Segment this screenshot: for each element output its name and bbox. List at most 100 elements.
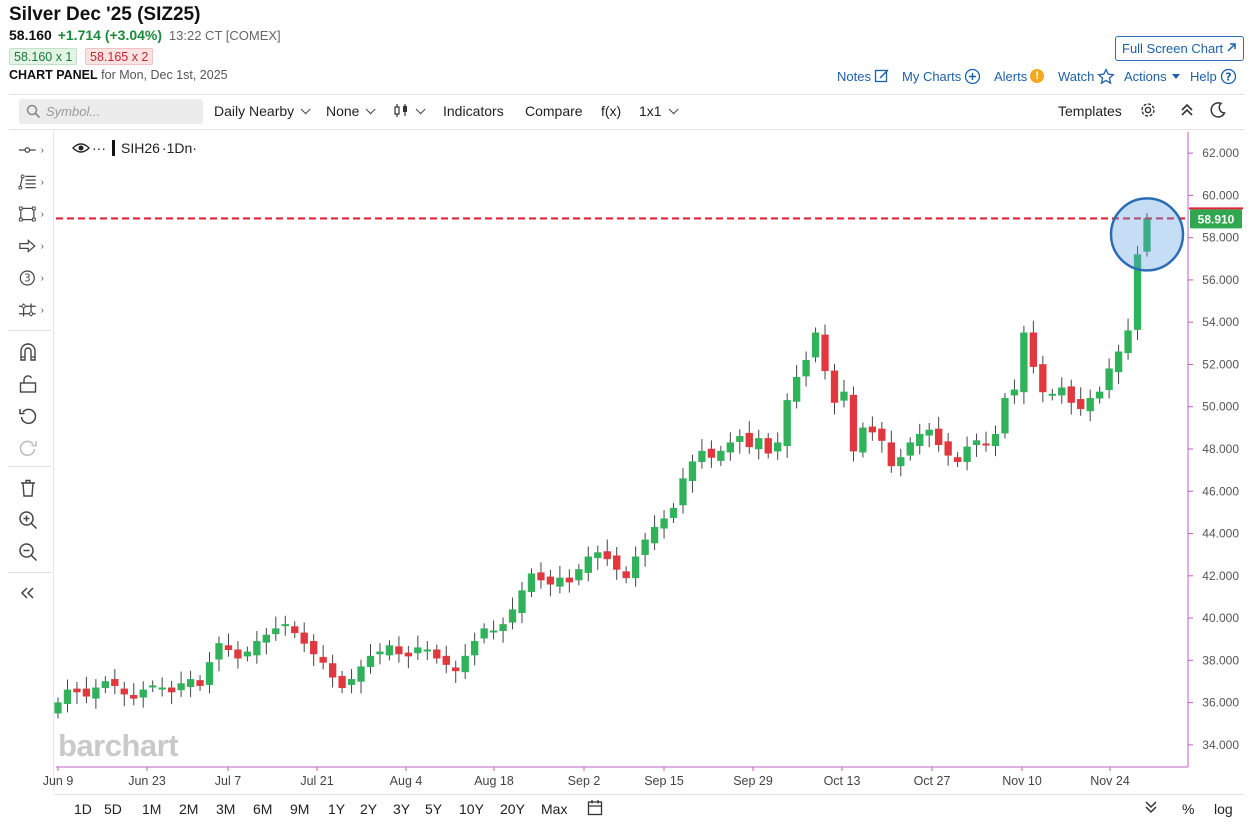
candle-body xyxy=(546,576,555,585)
quote-time: 13:22 CT [COMEX] xyxy=(168,28,281,43)
measure-tool-button[interactable]: › xyxy=(18,298,44,322)
percent-scale-toggle[interactable]: % xyxy=(1182,801,1195,817)
candle-body xyxy=(262,634,270,643)
range-1y-button[interactable]: 1Y xyxy=(328,801,346,817)
range-9m-button[interactable]: 9M xyxy=(290,801,310,817)
range-5y-button[interactable]: 5Y xyxy=(425,801,443,817)
zoom-out-button[interactable] xyxy=(18,540,44,564)
annotation-tool-button[interactable]: 3 › xyxy=(18,266,44,290)
svg-text:?: ? xyxy=(1225,70,1231,83)
range-5d-button[interactable]: 5D xyxy=(104,801,122,817)
chart-type-dropdown[interactable] xyxy=(393,103,426,119)
range-3y-button[interactable]: 3Y xyxy=(393,801,411,817)
star-icon xyxy=(1097,67,1116,85)
rectangle-tool-icon xyxy=(18,206,36,222)
candle-body xyxy=(423,649,431,652)
delete-button[interactable] xyxy=(18,476,44,500)
candle-body xyxy=(764,438,772,454)
chevron-right-icon: › xyxy=(40,144,44,156)
range-6m-button[interactable]: 6M xyxy=(253,801,273,817)
symbol-search[interactable]: Symbol... xyxy=(19,99,203,124)
candle-body xyxy=(622,571,630,579)
magnet-button[interactable] xyxy=(18,340,44,364)
range-1m-button[interactable]: 1M xyxy=(142,801,162,817)
drawing-tools-sidebar: › › › › 3 › › xyxy=(0,134,52,614)
candle-body xyxy=(575,569,583,581)
range-max-button[interactable]: Max xyxy=(541,801,568,817)
redo-button[interactable] xyxy=(18,436,44,460)
range-2m-button[interactable]: 2M xyxy=(179,801,199,817)
arrow-right-icon xyxy=(19,239,36,253)
candle-body xyxy=(366,655,375,667)
candle-body xyxy=(328,663,337,678)
lock-button[interactable] xyxy=(18,372,44,396)
y-tick-label: 46.000 xyxy=(1202,484,1239,498)
templates-button[interactable]: Templates xyxy=(1058,103,1122,119)
compare-button[interactable]: Compare xyxy=(525,103,583,119)
candle-body xyxy=(650,526,659,544)
candle-body xyxy=(868,426,877,433)
instrument-title: Silver Dec '25 (SIZ25) xyxy=(9,4,201,25)
last-price-label: 58.910 xyxy=(1198,212,1235,226)
undo-button[interactable] xyxy=(18,404,44,428)
layout-label: 1x1 xyxy=(639,103,662,119)
shape-tool-button[interactable]: › xyxy=(18,202,44,226)
arrow-tool-button[interactable]: › xyxy=(18,234,44,258)
price-change: +1.714 (+3.04%) xyxy=(57,27,163,43)
candle-body xyxy=(1039,364,1047,393)
watch-button[interactable]: Watch xyxy=(1058,66,1116,86)
collapse-sidebar-button[interactable] xyxy=(18,581,44,605)
range-10y-button[interactable]: 10Y xyxy=(459,801,484,817)
fx-button[interactable]: f(x) xyxy=(601,103,622,119)
y-tick-label: 42.000 xyxy=(1202,569,1239,583)
my-charts-button[interactable]: My Charts xyxy=(902,66,981,86)
candle-body xyxy=(395,646,403,655)
line-tool-button[interactable]: › xyxy=(18,138,44,162)
candle-body xyxy=(916,433,924,447)
candle-body xyxy=(821,334,829,372)
fibonacci-icon xyxy=(18,174,36,190)
quote-line: 58.160 +1.714 (+3.04%) 13:22 CT [COMEX] xyxy=(9,27,281,43)
full-screen-chart-button[interactable]: Full Screen Chart xyxy=(1115,36,1244,61)
legend-menu[interactable]: ··· xyxy=(92,140,106,156)
interval-label: Daily Nearby xyxy=(214,103,295,119)
candle-body xyxy=(471,641,479,656)
candle-body xyxy=(461,655,469,673)
x-tick-label: Aug 18 xyxy=(474,774,514,788)
range-3m-button[interactable]: 3M xyxy=(216,801,236,817)
interval-dropdown[interactable]: Daily Nearby xyxy=(214,103,311,119)
settings-button[interactable] xyxy=(1139,101,1157,119)
zoom-in-button[interactable] xyxy=(18,508,44,532)
panel-label: CHART PANEL xyxy=(9,68,98,82)
actions-menu[interactable]: Actions xyxy=(1124,66,1182,86)
range-bar: 1D 5D 1M 2M 3M 6M 9M 1Y 2Y 3Y 5Y 10Y 20Y Max % log xyxy=(54,796,1244,822)
y-tick-label: 50.000 xyxy=(1202,400,1239,414)
fibonacci-tool-button[interactable]: › xyxy=(18,170,44,194)
indicators-button[interactable]: Indicators xyxy=(443,103,504,119)
overlay-dropdown[interactable]: None xyxy=(326,103,377,119)
layout-dropdown[interactable]: 1x1 xyxy=(639,103,679,119)
alerts-button[interactable]: Alerts ! xyxy=(994,66,1045,86)
candle-body xyxy=(1020,332,1028,393)
candle-body xyxy=(688,461,697,481)
range-2y-button[interactable]: 2Y xyxy=(360,801,378,817)
collapse-toolbar-button[interactable] xyxy=(1179,101,1195,119)
date-range-button[interactable] xyxy=(587,799,603,819)
tools-divider xyxy=(8,466,52,467)
candle-body xyxy=(584,556,592,573)
edit-icon xyxy=(874,69,889,83)
chevron-right-icon: › xyxy=(40,240,44,252)
x-tick-label: Jun 9 xyxy=(43,774,74,788)
collapse-panel-button[interactable] xyxy=(1144,799,1158,818)
candle-body xyxy=(319,656,327,663)
dark-mode-toggle[interactable] xyxy=(1209,101,1227,119)
help-button[interactable]: Help ? xyxy=(1190,66,1237,86)
notes-button[interactable]: Notes xyxy=(837,66,890,86)
candle-body xyxy=(1086,398,1094,412)
range-1d-button[interactable]: 1D xyxy=(74,801,92,817)
eye-icon[interactable] xyxy=(72,142,90,154)
measure-icon xyxy=(18,303,36,317)
log-scale-toggle[interactable]: log xyxy=(1214,801,1233,817)
range-20y-button[interactable]: 20Y xyxy=(500,801,525,817)
